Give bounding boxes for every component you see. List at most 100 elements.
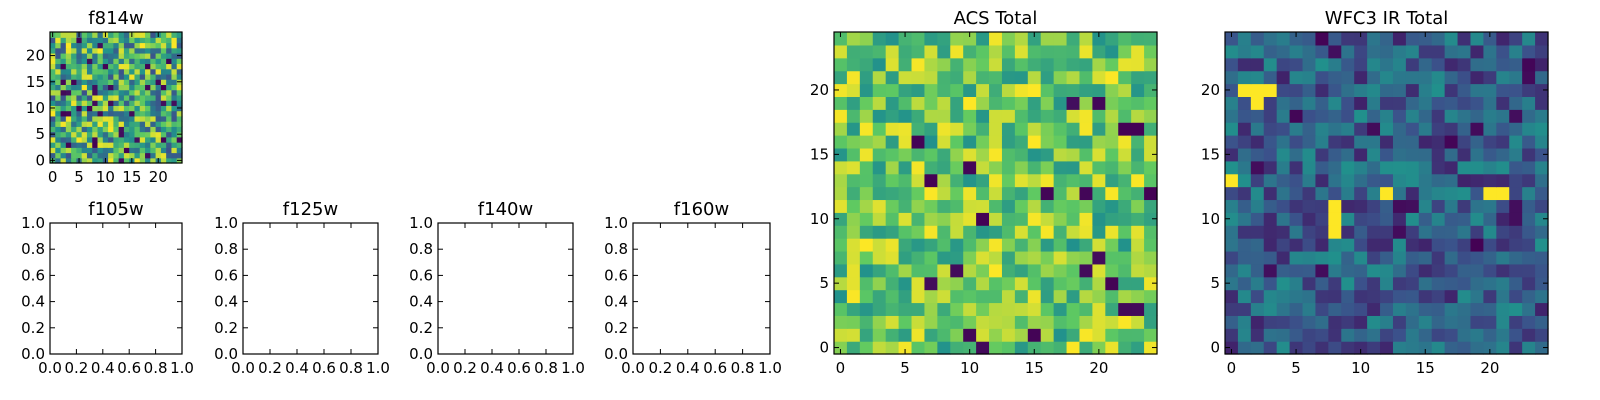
heatmap-cell: [1405, 276, 1420, 291]
heatmap-cell: [1225, 289, 1239, 304]
heatmap-cell: [846, 44, 861, 59]
heatmap-cell: [123, 105, 130, 112]
heatmap-cell: [129, 37, 136, 44]
heatmap-cell: [1092, 70, 1106, 85]
heatmap-cell: [859, 289, 874, 304]
heatmap-cell: [1237, 328, 1252, 342]
heatmap-cell: [1237, 147, 1252, 162]
heatmap-cell: [976, 302, 990, 316]
heatmap-cell: [1131, 57, 1145, 72]
heatmap-cell: [1144, 83, 1158, 97]
heatmap-cell: [885, 147, 900, 162]
heatmap-cell: [123, 84, 130, 91]
heatmap-cell: [155, 136, 162, 143]
heatmap-cell: [86, 63, 93, 70]
heatmap-cell: [1354, 302, 1368, 316]
heatmap-cell: [1431, 135, 1446, 149]
heatmap-cell: [834, 173, 848, 188]
heatmap-cell: [1144, 135, 1158, 149]
heatmap-cell: [55, 142, 62, 148]
heatmap-cell: [129, 42, 136, 49]
heatmap-cell: [1250, 238, 1265, 252]
heatmap-cell: [1470, 32, 1484, 46]
heatmap-cell: [65, 58, 72, 65]
heatmap-cell: [92, 110, 99, 117]
heatmap-cell: [1328, 83, 1342, 97]
heatmap-cell: [898, 70, 913, 85]
heatmap-cell: [1001, 250, 1016, 265]
heatmap-cell: [1341, 199, 1355, 213]
heatmap-cell: [1302, 44, 1317, 59]
heatmap-cell: [118, 152, 125, 159]
heatmap-cell: [1131, 147, 1145, 162]
heatmap-cell: [1079, 83, 1093, 97]
heatmap-cell: [1105, 315, 1119, 329]
heatmap-cell: [113, 32, 120, 38]
heatmap-cell: [898, 135, 913, 149]
heatmap-cell: [160, 121, 167, 127]
heatmap-cell: [1535, 122, 1549, 136]
heatmap-cell: [924, 315, 938, 329]
heatmap-cell: [118, 126, 125, 133]
heatmap-cell: [1053, 276, 1068, 291]
heatmap-cell: [1522, 328, 1536, 342]
heatmap-cell: [166, 52, 173, 59]
heatmap-cell: [937, 328, 951, 342]
heatmap-cell: [1367, 212, 1381, 226]
heatmap-cell: [145, 52, 151, 59]
heatmap-cell: [118, 58, 125, 65]
heatmap-cell: [171, 58, 178, 65]
heatmap-cell: [1066, 83, 1081, 97]
heatmap-cell: [1040, 122, 1055, 136]
heatmap-cell: [139, 73, 146, 80]
heatmap-cell: [911, 225, 926, 239]
heatmap-cell: [834, 341, 848, 355]
heatmap-cell: [937, 173, 951, 188]
heatmap-cell: [1418, 70, 1433, 85]
heatmap-cell: [1014, 109, 1029, 123]
heatmap-cell: [155, 58, 162, 65]
x-tick-label: 0.0: [231, 359, 255, 377]
heatmap-cell: [1444, 289, 1459, 304]
heatmap-cell: [155, 94, 162, 101]
heatmap-cell: [1237, 96, 1252, 110]
heatmap-cell: [1225, 263, 1239, 278]
heatmap-cell: [1496, 135, 1510, 149]
heatmap-cell: [166, 115, 173, 122]
heatmap-cell: [1053, 147, 1068, 162]
heatmap-cell: [123, 47, 130, 54]
heatmap-cell: [155, 63, 162, 70]
heatmap-cell: [1509, 315, 1523, 329]
heatmap-cell: [898, 44, 913, 59]
heatmap-cell: [1496, 315, 1510, 329]
heatmap-cell: [65, 73, 72, 80]
heatmap-cell: [113, 89, 120, 96]
heatmap-cell: [1040, 186, 1055, 201]
heatmap-cell: [1315, 109, 1329, 123]
heatmap-cell: [989, 263, 1003, 278]
heatmap-cell: [86, 47, 93, 54]
heatmap-cell: [1001, 32, 1016, 46]
heatmap-cell: [1315, 263, 1329, 278]
x-tick-label: 1.0: [366, 359, 390, 377]
heatmap-cell: [1079, 96, 1093, 110]
heatmap-cell: [1118, 276, 1132, 291]
heatmap-cell: [1522, 122, 1536, 136]
heatmap-cell: [1392, 250, 1407, 265]
heatmap-cell: [1276, 173, 1291, 188]
heatmap-cell: [1053, 135, 1068, 149]
heatmap-cell: [1237, 109, 1252, 123]
heatmap-cell: [50, 110, 56, 117]
heatmap-cell: [1092, 135, 1106, 149]
y-tick-label: 20: [26, 47, 45, 65]
heatmap-cell: [145, 136, 151, 143]
heatmap-cell: [1315, 57, 1329, 72]
heatmap-cell: [1444, 32, 1459, 46]
heatmap-cell: [1225, 238, 1239, 252]
heatmap-cell: [1496, 44, 1510, 59]
heatmap-cell: [1144, 328, 1158, 342]
heatmap-cell: [924, 186, 938, 201]
heatmap-cell: [1483, 96, 1497, 110]
heatmap-cell: [1509, 225, 1523, 239]
y-tick-label: 10: [26, 99, 45, 117]
